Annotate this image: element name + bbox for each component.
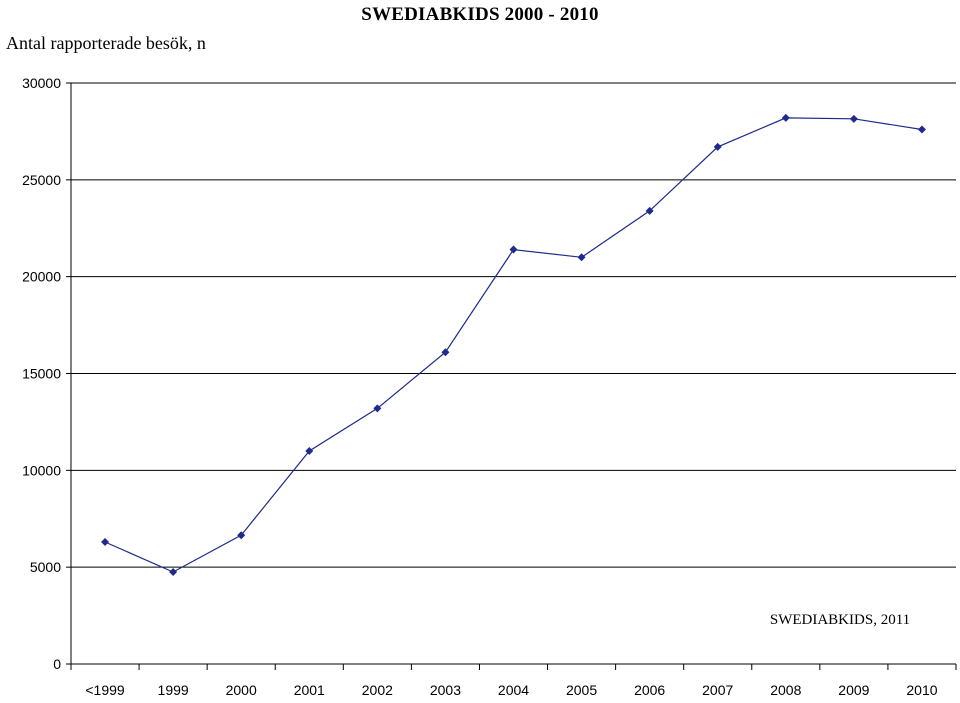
data-point-marker <box>917 125 926 134</box>
y-axis-title: Antal rapporterade besök, n <box>6 33 206 53</box>
data-point-marker <box>101 537 110 546</box>
x-tick-label: 2006 <box>634 682 665 698</box>
data-point-marker <box>305 446 314 455</box>
y-tick-label: 0 <box>53 656 61 672</box>
x-tick-label: 2008 <box>770 682 801 698</box>
data-point-marker <box>373 404 382 413</box>
y-tick-label: 5000 <box>30 559 61 575</box>
data-point-marker <box>577 253 586 262</box>
y-tick-label: 10000 <box>22 462 61 478</box>
data-series <box>101 113 926 577</box>
series-line <box>104 117 923 573</box>
x-tick-label: 2002 <box>362 682 393 698</box>
data-point-marker <box>169 568 178 577</box>
data-point-marker <box>237 531 246 540</box>
x-tick-label: 2007 <box>702 682 733 698</box>
x-tick-label: <1999 <box>85 682 125 698</box>
x-tick-label: 2000 <box>226 682 257 698</box>
gridlines <box>71 82 956 568</box>
data-point-marker <box>713 142 722 151</box>
x-tick-label: 2009 <box>838 682 869 698</box>
data-point-marker <box>781 113 790 122</box>
chart-title: SWEDIABKIDS 2000 - 2010 <box>361 4 599 25</box>
x-tick-label: 2005 <box>566 682 597 698</box>
y-tick-label: 15000 <box>22 366 61 382</box>
tick-labels: 0 5000 10000 15000 20000 25000 30000 <1999 1999 2… <box>22 75 938 698</box>
y-tick-label: 25000 <box>22 172 61 188</box>
data-point-marker <box>645 206 654 215</box>
x-tick-label: 2001 <box>294 682 325 698</box>
data-point-marker <box>509 245 518 254</box>
y-tick-label: 30000 <box>22 75 61 91</box>
data-point-marker <box>849 114 858 123</box>
axes <box>66 82 957 670</box>
source-annotation: SWEDIABKIDS, 2011 <box>770 612 910 628</box>
x-tick-label: 2010 <box>906 682 937 698</box>
x-tick-label: 2004 <box>498 682 529 698</box>
y-tick-label: 20000 <box>22 269 61 285</box>
x-tick-label: 2003 <box>430 682 461 698</box>
data-point-marker <box>441 348 450 357</box>
x-tick-label: 1999 <box>158 682 189 698</box>
